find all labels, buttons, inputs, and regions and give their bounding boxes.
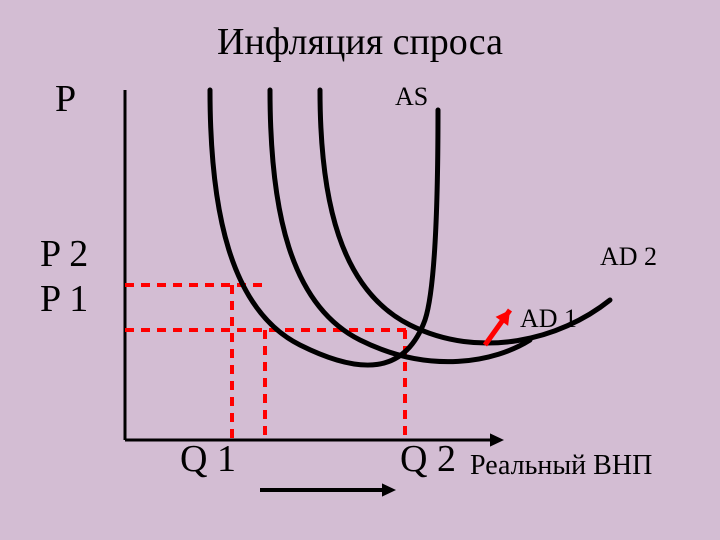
chart-canvas (0, 0, 720, 540)
